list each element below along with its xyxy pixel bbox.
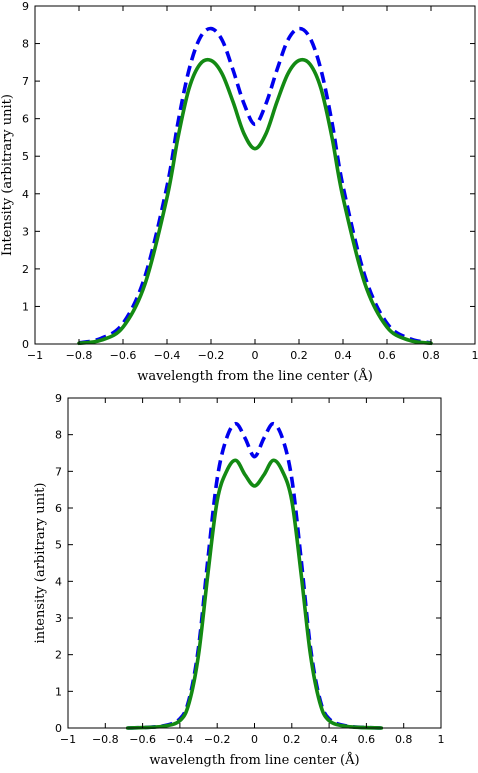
y-tick-label: 4 bbox=[22, 188, 29, 201]
y-tick-label: 8 bbox=[55, 429, 62, 442]
x-tick-label: 0.2 bbox=[283, 733, 301, 746]
solid-green-series-line bbox=[77, 57, 433, 346]
x-tick-label: −0.4 bbox=[167, 733, 194, 746]
plot-frame bbox=[34, 5, 476, 345]
y-tick-label: 3 bbox=[22, 225, 29, 238]
bottom-chart-panel: −1 −0.8 −0.6 −0.4 −0.2 0 0.2 0.4 0.6 0.8 1 0 1 2 3 4 5 6 7… bbox=[33, 392, 445, 768]
x-tick-label: 0 bbox=[251, 733, 258, 746]
y-tick-label: 3 bbox=[55, 612, 62, 625]
y-tick-label: 8 bbox=[22, 38, 29, 51]
x-tick-label: −1 bbox=[60, 733, 76, 746]
y-tick-label: 0 bbox=[22, 338, 29, 351]
x-tick-label: 0.2 bbox=[290, 349, 308, 362]
y-axis-label: Intensity (arbitrary unit) bbox=[0, 94, 15, 256]
solid-green-series-line bbox=[125, 458, 384, 730]
y-tick-label: 6 bbox=[55, 502, 62, 515]
x-tick-label: 0.4 bbox=[334, 349, 352, 362]
y-tick-label: 9 bbox=[55, 392, 62, 405]
y-tick-label: 7 bbox=[55, 465, 62, 478]
y-tick-label: 1 bbox=[55, 685, 62, 698]
x-tick-label: 0.8 bbox=[422, 349, 440, 362]
dashed-blue-series-line bbox=[78, 26, 432, 345]
y-tick-label: 7 bbox=[22, 75, 29, 88]
y-tick-label: 1 bbox=[22, 300, 29, 313]
x-axis-label: wavelength from line center (Å) bbox=[149, 752, 359, 768]
x-tick-label: 0.8 bbox=[395, 733, 413, 746]
top-chart-panel: −1 −0.8 −0.6 −0.4 −0.2 0 0.2 0.4 0.6 0.8 1 0 1 2 3 4 5 6 7… bbox=[0, 0, 478, 384]
x-axis-label: wavelength from the line center (Å) bbox=[137, 368, 373, 384]
y-tick-label: 4 bbox=[55, 575, 62, 588]
y-tick-label: 0 bbox=[55, 722, 62, 735]
x-tick-label: −0.8 bbox=[92, 733, 119, 746]
x-tick-label: −0.4 bbox=[154, 349, 181, 362]
plot-frame bbox=[67, 397, 442, 729]
x-tick-label: −0.8 bbox=[66, 349, 93, 362]
y-tick-label: 5 bbox=[55, 539, 62, 552]
x-tick-label: −0.2 bbox=[198, 349, 225, 362]
x-tick-label: −0.6 bbox=[129, 733, 156, 746]
x-tick-label: 0 bbox=[252, 349, 259, 362]
y-tick-label: 5 bbox=[22, 150, 29, 163]
y-tick-label: 2 bbox=[22, 263, 29, 276]
dashed-blue-series-line bbox=[127, 421, 382, 730]
x-tick-label: −1 bbox=[27, 349, 43, 362]
y-tick-label: 9 bbox=[22, 0, 29, 13]
x-tick-label: −0.6 bbox=[110, 349, 137, 362]
y-axis-label: intensity (arbitrary unit) bbox=[33, 483, 48, 644]
x-tick-label: 0.4 bbox=[320, 733, 338, 746]
x-tick-label: 1 bbox=[438, 733, 445, 746]
x-tick-label: −0.2 bbox=[204, 733, 231, 746]
x-tick-label: 0.6 bbox=[378, 349, 396, 362]
x-tick-label: 1 bbox=[472, 349, 478, 362]
x-tick-label: 0.6 bbox=[358, 733, 376, 746]
y-tick-label: 2 bbox=[55, 649, 62, 662]
y-tick-label: 6 bbox=[22, 113, 29, 126]
